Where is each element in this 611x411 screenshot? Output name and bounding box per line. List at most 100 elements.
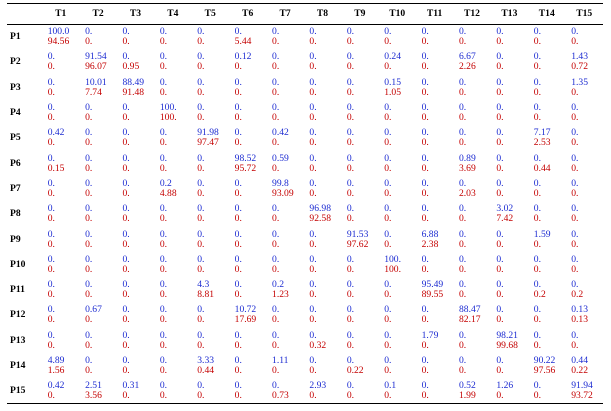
table-row: P13 0. 0. 0. 0. 0. 0. 0. 0. 0. 0. 0. 0. 0. 0. 0. 0.32 0. 0…	[7, 328, 603, 353]
bottom-value: 0.	[421, 86, 429, 98]
cell-value-pair: 1.35 0.	[571, 77, 597, 98]
cell-value-pair: 6.88 2.38	[422, 229, 448, 250]
bottom-value: 0.	[47, 86, 55, 98]
column-header: T10	[378, 3, 416, 25]
bottom-value: 0.	[384, 314, 392, 326]
row-header: P14	[10, 360, 26, 371]
bottom-value: 0.	[533, 112, 541, 124]
bottom-value: 0.	[309, 314, 317, 326]
cell-value-pair: 0. 0.	[347, 204, 373, 224]
bottom-value: 0.	[197, 238, 205, 250]
top-value: 0.	[272, 203, 280, 215]
table-cell: 0. 0.	[416, 202, 453, 227]
top-value: 91.53	[346, 228, 369, 240]
cell-value-pair: 1.26 0.	[496, 381, 522, 401]
table-cell: 100. 100.	[154, 100, 191, 125]
table-cell: 96.98 92.58	[304, 202, 341, 227]
bottom-value: 0.	[571, 137, 579, 149]
table-cell: 0. 0.	[453, 353, 490, 378]
bottom-value: 0.	[346, 213, 355, 225]
table-cell: 0. 0.	[491, 227, 528, 252]
bottom-value: 0.	[159, 289, 168, 301]
table-cell: 0. 0.	[565, 126, 603, 151]
top-value: 0.	[234, 26, 242, 38]
bottom-value: 0.	[47, 187, 55, 199]
table-cell: 99.8 93.09	[266, 176, 303, 201]
cell-value-pair: 0. 0.	[122, 178, 148, 199]
bottom-value: 0.	[421, 314, 429, 326]
cell-value-pair: 0. 0.	[272, 27, 298, 47]
bottom-value: 2.26	[458, 61, 476, 73]
top-value: 0.	[421, 355, 429, 366]
cell-value-pair: 0. 0.	[534, 381, 560, 401]
top-value: 0.	[421, 380, 429, 392]
cell-value-pair: 91.94 93.72	[571, 381, 597, 401]
cell-value-pair: 3.02 7.42	[496, 204, 522, 224]
table-cell: 0.42 0.	[266, 126, 303, 151]
top-value: 0.	[496, 102, 504, 114]
table-cell: 0. 0.	[117, 353, 154, 378]
top-value: 0.	[122, 304, 130, 316]
bottom-value: 0.	[458, 339, 467, 351]
bottom-value: 0.	[571, 112, 579, 124]
table-cell: 0. 0.	[379, 202, 416, 227]
cell-value-pair: 0. 0.	[496, 103, 522, 123]
table-cell: 0. 0.	[528, 50, 565, 75]
top-value: 0.	[197, 253, 205, 265]
top-value: 0.	[122, 127, 130, 139]
bottom-value: 0.	[421, 213, 429, 225]
bottom-value: 0.	[159, 314, 168, 326]
table-cell: 0. 0.	[453, 75, 490, 100]
cell-value-pair: 0. 0.	[459, 77, 485, 98]
cell-value-pair: 0. 0.	[422, 153, 448, 174]
cell-value-pair: 0. 0.	[422, 52, 448, 72]
cell-value-pair: 0. 0.	[309, 27, 335, 47]
bottom-value: 0.	[197, 112, 205, 124]
table-cell: 0. 0.	[42, 100, 79, 125]
cell-value-pair: 3.33 0.44	[197, 356, 223, 376]
bottom-value: 0.73	[272, 390, 289, 402]
bottom-value: 0.	[122, 339, 130, 351]
cell-value-pair: 0. 0.	[85, 178, 111, 199]
table-cell: 3.02 7.42	[491, 202, 528, 227]
top-value: 0.	[122, 253, 130, 265]
table-cell: 0. 0.2	[528, 277, 565, 302]
top-value: 91.54	[85, 51, 107, 63]
column-header: T4	[154, 3, 192, 25]
bottom-value: 0.	[272, 213, 280, 225]
cell-value-pair: 0. 0.	[309, 305, 335, 325]
row-header: P6	[10, 157, 21, 169]
top-value: 0.	[458, 279, 467, 291]
top-value: 91.94	[571, 380, 593, 392]
bottom-value: 0.	[47, 137, 55, 149]
table-cell: 0. 0.	[304, 353, 341, 378]
top-value: 0.	[346, 203, 355, 215]
table-cell: 3.33 0.44	[192, 353, 229, 378]
bottom-value: 0.	[47, 339, 55, 351]
cell-value-pair: 0. 0.	[496, 178, 522, 199]
cell-value-pair: 0. 0.	[571, 178, 597, 199]
bottom-value: 0.	[384, 187, 392, 199]
table-cell: 0. 0.	[192, 75, 229, 100]
top-value: 0.	[496, 279, 504, 291]
table-cell: 0.13 0.13	[565, 303, 603, 328]
table-cell: 0. 0.	[491, 303, 528, 328]
table-cell: 0. 0.	[117, 202, 154, 227]
bottom-value: 0.	[122, 162, 130, 174]
cell-value-pair: 0. 0.95	[122, 52, 148, 72]
top-value: 0.	[272, 102, 280, 114]
cell-value-pair: 0. 0.	[384, 178, 410, 199]
cell-value-pair: 0. 0.	[197, 330, 223, 351]
table-cell: 0. 0.	[304, 126, 341, 151]
table-cell: 10.01 7.74	[79, 75, 116, 100]
cell-value-pair: 0. 0.	[48, 305, 74, 325]
top-value: 0.	[197, 102, 205, 114]
cell-value-pair: 0. 0.	[122, 229, 148, 250]
table-cell: 0. 0.15	[42, 151, 79, 176]
cell-value-pair: 0. 0.	[122, 103, 148, 123]
top-value: 0.	[346, 76, 355, 88]
table-cell: 98.52 95.72	[229, 151, 266, 176]
top-value: 0.	[533, 76, 541, 88]
top-value: 2.51	[85, 380, 102, 392]
table-cell: 0. 0.	[565, 25, 603, 50]
